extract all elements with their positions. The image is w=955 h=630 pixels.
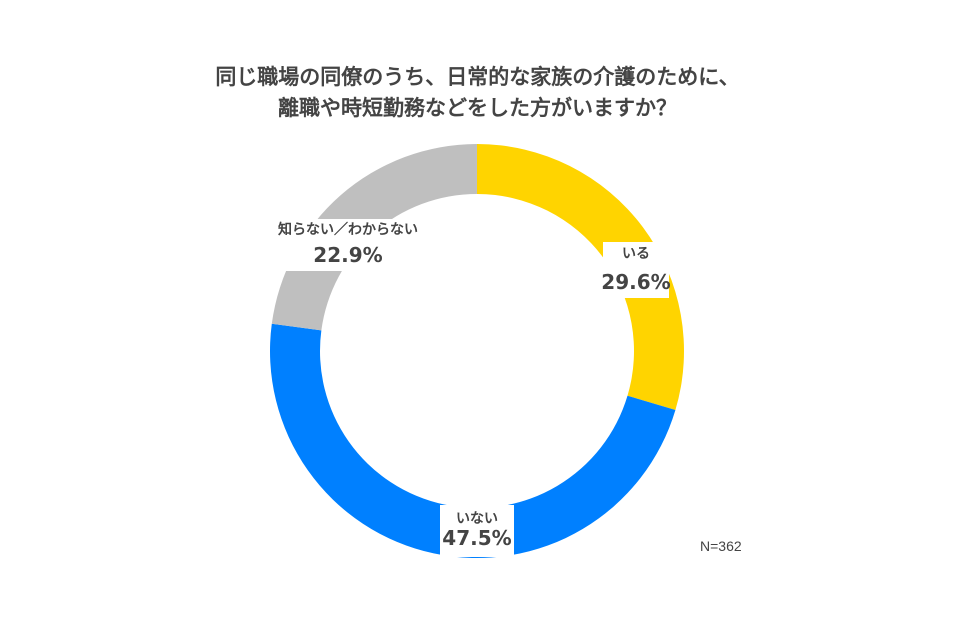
slice-unknown [271,144,477,331]
slice-label-yes: いる [622,246,650,262]
slice-value-unknown: 22.9% [313,243,382,267]
label-background-yes [603,242,669,298]
slice-label-no: いない [456,511,498,527]
chart-title: 同じ職場の同僚のうち、日常的な家族の介護のために、 離職や時短勤務などをした方が… [0,62,955,124]
chart-title-line-1: 同じ職場の同僚のうち、日常的な家族の介護のために、 [215,65,740,89]
slice-label-unknown: 知らない／わからない [278,221,418,238]
slice-no [269,323,676,559]
label-background-no [440,505,514,557]
sample-size-note: N=362 [700,538,742,554]
slice-value-yes: 29.6% [601,270,670,294]
chart-title-line-2: 離職や時短勤務などをした方がいますか？ [278,96,677,120]
label-background-unknown [272,219,424,271]
slice-value-no: 47.5% [442,526,511,550]
